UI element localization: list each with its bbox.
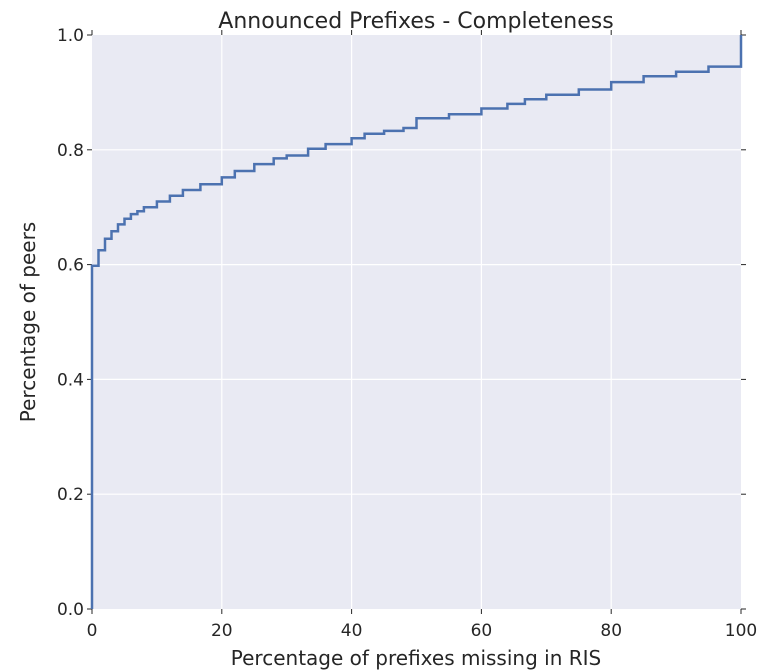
y-axis-label: Percentage of peers (16, 222, 40, 422)
plot-background (92, 35, 741, 609)
x-tick-label: 20 (211, 621, 233, 641)
y-tick-label: 0.6 (57, 256, 84, 276)
x-tick-labels: 0 20 40 60 80 100 (87, 621, 758, 641)
tick-marks (87, 30, 746, 614)
chart-title: Announced Prefixes - Completeness (218, 9, 613, 34)
y-tick-label: 0.0 (57, 600, 84, 620)
y-tick-label: 0.8 (57, 141, 84, 161)
x-axis-label: Percentage of prefixes missing in RIS (231, 646, 601, 670)
x-tick-label: 100 (725, 621, 757, 641)
x-tick-label: 80 (600, 621, 622, 641)
x-tick-label: 0 (87, 621, 98, 641)
grid (92, 35, 741, 609)
y-tick-label: 1.0 (57, 26, 84, 46)
cdf-line (90, 35, 743, 609)
x-tick-label: 40 (341, 621, 363, 641)
x-tick-label: 60 (471, 621, 493, 641)
y-tick-labels: 0.0 0.2 0.4 0.6 0.8 1.0 (57, 26, 84, 620)
y-tick-label: 0.2 (57, 485, 84, 505)
y-tick-label: 0.4 (57, 370, 84, 390)
